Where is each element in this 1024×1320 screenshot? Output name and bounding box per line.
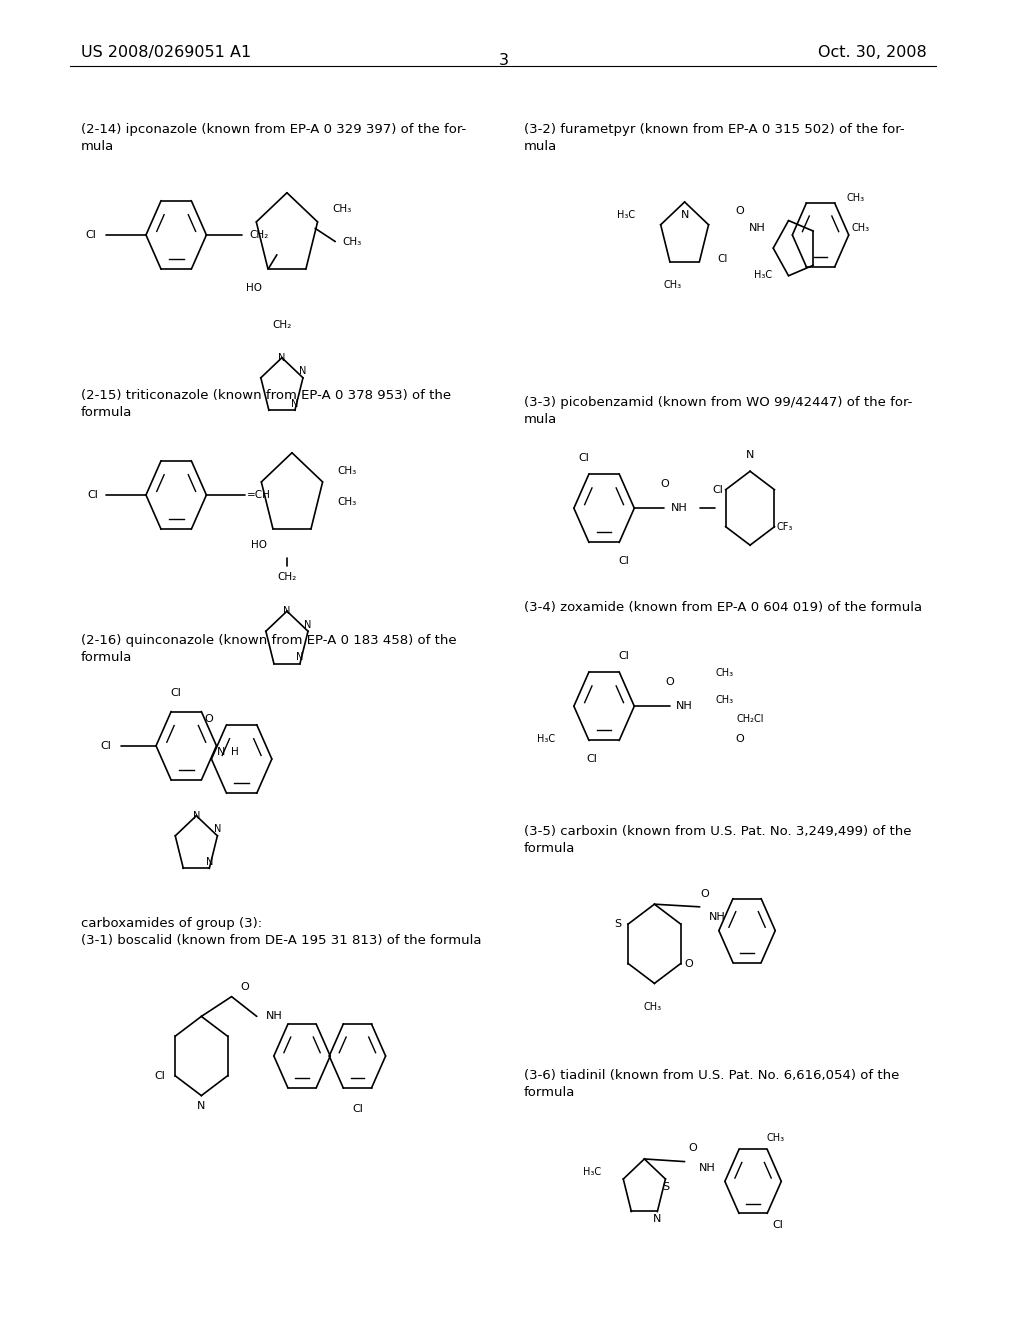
Text: CH₃: CH₃ xyxy=(338,496,357,507)
Text: CF₃: CF₃ xyxy=(776,521,793,532)
Text: (2-14) ipconazole (known from EP-A 0 329 397) of the for-
mula: (2-14) ipconazole (known from EP-A 0 329… xyxy=(81,123,466,153)
Text: 3: 3 xyxy=(499,53,508,67)
Text: S: S xyxy=(662,1181,669,1192)
Text: N: N xyxy=(284,606,291,616)
Text: H₃C: H₃C xyxy=(754,269,772,280)
Text: O: O xyxy=(735,206,744,216)
Text: N: N xyxy=(279,352,286,363)
Text: CH₂: CH₂ xyxy=(272,319,292,330)
Text: NH: NH xyxy=(676,701,693,711)
Text: CH₂: CH₂ xyxy=(249,230,268,240)
Text: CH₃: CH₃ xyxy=(766,1133,784,1143)
Text: CH₃: CH₃ xyxy=(664,280,682,290)
Text: Cl: Cl xyxy=(718,253,728,264)
Text: HO: HO xyxy=(251,540,267,550)
Text: (2-16) quinconazole (known from EP-A 0 183 458) of the
formula: (2-16) quinconazole (known from EP-A 0 1… xyxy=(81,634,456,664)
Text: (3-3) picobenzamid (known from WO 99/42447) of the for-
mula: (3-3) picobenzamid (known from WO 99/424… xyxy=(523,396,912,426)
Text: N: N xyxy=(296,652,304,663)
Text: CH₃: CH₃ xyxy=(643,1002,662,1012)
Text: Cl: Cl xyxy=(579,453,590,463)
Text: CH₃: CH₃ xyxy=(852,223,869,234)
Text: NH: NH xyxy=(671,503,688,513)
Text: O: O xyxy=(700,888,710,899)
Text: H: H xyxy=(230,747,239,758)
Text: O: O xyxy=(735,734,744,744)
Text: Cl: Cl xyxy=(85,230,96,240)
Text: US 2008/0269051 A1: US 2008/0269051 A1 xyxy=(81,45,251,59)
Text: CH₃: CH₃ xyxy=(333,203,352,214)
Text: CH₂Cl: CH₂Cl xyxy=(736,714,764,725)
Text: Cl: Cl xyxy=(618,556,630,566)
Text: N: N xyxy=(291,399,299,409)
Text: CH₃: CH₃ xyxy=(847,193,865,203)
Text: N: N xyxy=(198,1101,206,1111)
Text: H₃C: H₃C xyxy=(583,1167,601,1177)
Text: N: N xyxy=(193,810,200,821)
Text: S: S xyxy=(614,919,622,929)
Text: CH₃: CH₃ xyxy=(716,694,734,705)
Text: (2-15) triticonazole (known from EP-A 0 378 953) of the
formula: (2-15) triticonazole (known from EP-A 0 … xyxy=(81,389,451,420)
Text: N: N xyxy=(214,824,221,834)
Text: CH₃: CH₃ xyxy=(716,668,734,678)
Text: O: O xyxy=(241,982,249,993)
Text: Cl: Cl xyxy=(618,651,630,661)
Text: N: N xyxy=(680,210,689,220)
Text: NH: NH xyxy=(749,223,766,234)
Text: N: N xyxy=(299,366,306,376)
Text: Cl: Cl xyxy=(773,1220,783,1230)
Text: NH: NH xyxy=(709,912,725,923)
Text: HO: HO xyxy=(246,282,262,293)
Text: CH₃: CH₃ xyxy=(343,236,362,247)
Text: N: N xyxy=(304,619,311,630)
Text: O: O xyxy=(660,479,669,490)
Text: H₃C: H₃C xyxy=(537,734,555,744)
Text: O: O xyxy=(684,958,693,969)
Text: Cl: Cl xyxy=(87,490,98,500)
Text: (3-2) furametpyr (known from EP-A 0 315 502) of the for-
mula: (3-2) furametpyr (known from EP-A 0 315 … xyxy=(523,123,904,153)
Text: CH₃: CH₃ xyxy=(338,466,357,477)
Text: CH₂: CH₂ xyxy=(278,572,297,582)
Text: (3-6) tiadinil (known from U.S. Pat. No. 6,616,054) of the
formula: (3-6) tiadinil (known from U.S. Pat. No.… xyxy=(523,1069,899,1100)
Text: NH: NH xyxy=(698,1163,715,1173)
Text: (3-4) zoxamide (known from EP-A 0 604 019) of the formula: (3-4) zoxamide (known from EP-A 0 604 01… xyxy=(523,601,922,614)
Text: Cl: Cl xyxy=(171,688,181,698)
Text: N: N xyxy=(206,857,213,867)
Text: (3-5) carboxin (known from U.S. Pat. No. 3,249,499) of the
formula: (3-5) carboxin (known from U.S. Pat. No.… xyxy=(523,825,911,855)
Text: Oct. 30, 2008: Oct. 30, 2008 xyxy=(817,45,927,59)
Text: O: O xyxy=(688,1143,697,1154)
Text: Cl: Cl xyxy=(155,1071,166,1081)
Text: carboxamides of group (3):
(3-1) boscalid (known from DE-A 195 31 813) of the fo: carboxamides of group (3): (3-1) boscali… xyxy=(81,917,481,948)
Text: H₃C: H₃C xyxy=(617,210,635,220)
Text: Cl: Cl xyxy=(712,484,723,495)
Text: Cl: Cl xyxy=(352,1104,362,1114)
Text: NH: NH xyxy=(265,1011,283,1022)
Text: N: N xyxy=(745,450,755,461)
Text: O: O xyxy=(204,714,213,725)
Text: N: N xyxy=(653,1214,662,1225)
Text: N: N xyxy=(217,747,225,758)
Text: O: O xyxy=(666,677,674,688)
Text: Cl: Cl xyxy=(587,754,597,764)
Text: Cl: Cl xyxy=(100,741,112,751)
Text: =CH: =CH xyxy=(247,490,270,500)
